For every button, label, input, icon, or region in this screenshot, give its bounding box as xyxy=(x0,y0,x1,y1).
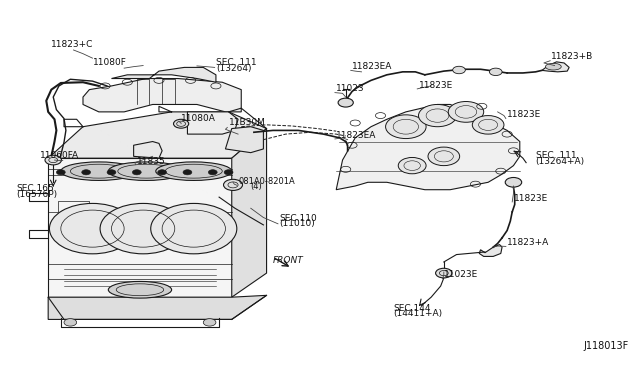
Polygon shape xyxy=(232,129,267,297)
Circle shape xyxy=(428,147,460,166)
Polygon shape xyxy=(479,244,502,256)
Circle shape xyxy=(223,179,243,190)
Circle shape xyxy=(338,98,353,107)
Text: 11823E: 11823E xyxy=(513,194,548,203)
Circle shape xyxy=(100,203,186,254)
Circle shape xyxy=(419,105,456,127)
Circle shape xyxy=(56,170,65,175)
Circle shape xyxy=(173,119,189,128)
Polygon shape xyxy=(336,105,520,190)
Text: (14411+A): (14411+A) xyxy=(393,309,442,318)
Circle shape xyxy=(505,177,522,187)
Text: SEC. 111: SEC. 111 xyxy=(536,151,576,160)
Text: J118013F: J118013F xyxy=(583,341,628,351)
Text: 081A0-8201A: 081A0-8201A xyxy=(238,177,295,186)
Ellipse shape xyxy=(61,162,137,180)
Text: 11B30M: 11B30M xyxy=(228,118,266,127)
Circle shape xyxy=(183,170,192,175)
Text: 11023: 11023 xyxy=(336,84,365,93)
Polygon shape xyxy=(134,141,162,158)
Circle shape xyxy=(107,170,116,175)
Text: 11823+C: 11823+C xyxy=(51,40,93,49)
Circle shape xyxy=(224,170,233,175)
Polygon shape xyxy=(542,62,569,72)
Circle shape xyxy=(209,170,217,175)
Polygon shape xyxy=(48,158,232,297)
Text: 11023E: 11023E xyxy=(444,270,478,279)
Circle shape xyxy=(82,170,91,175)
Text: (16576P): (16576P) xyxy=(17,190,58,199)
Circle shape xyxy=(490,68,502,76)
Circle shape xyxy=(472,116,504,134)
Text: 11823EA: 11823EA xyxy=(352,62,392,71)
Circle shape xyxy=(452,66,465,74)
Ellipse shape xyxy=(156,162,232,180)
Polygon shape xyxy=(225,127,264,153)
Text: (13264): (13264) xyxy=(216,64,252,73)
Text: 11823EA: 11823EA xyxy=(336,131,376,140)
Circle shape xyxy=(45,155,61,165)
Text: SEC.165: SEC.165 xyxy=(17,185,54,193)
Polygon shape xyxy=(188,112,238,134)
Polygon shape xyxy=(48,112,267,158)
Circle shape xyxy=(385,115,426,138)
Circle shape xyxy=(49,203,136,254)
Circle shape xyxy=(398,157,426,174)
Circle shape xyxy=(157,170,166,175)
Ellipse shape xyxy=(108,162,184,180)
Text: 11080F: 11080F xyxy=(93,58,126,67)
Circle shape xyxy=(132,170,141,175)
Text: 11823+A: 11823+A xyxy=(507,238,549,247)
Circle shape xyxy=(448,102,484,122)
Text: 11080A: 11080A xyxy=(181,114,216,123)
Polygon shape xyxy=(48,295,267,320)
Polygon shape xyxy=(111,67,216,82)
Circle shape xyxy=(436,268,452,278)
Circle shape xyxy=(204,319,216,326)
Ellipse shape xyxy=(108,282,172,298)
Text: FRONT: FRONT xyxy=(273,256,303,265)
Polygon shape xyxy=(83,78,241,112)
Text: SEC. 111: SEC. 111 xyxy=(216,58,257,67)
Text: (11010): (11010) xyxy=(279,219,315,228)
Text: 11835: 11835 xyxy=(137,157,166,166)
Text: 11823E: 11823E xyxy=(507,110,541,119)
Text: (4): (4) xyxy=(251,182,262,191)
Circle shape xyxy=(151,203,237,254)
Ellipse shape xyxy=(545,63,561,70)
Text: (13264+A): (13264+A) xyxy=(536,157,585,166)
Text: 11060FA: 11060FA xyxy=(40,151,79,160)
Text: SEC.110: SEC.110 xyxy=(279,214,317,223)
Text: 11823E: 11823E xyxy=(419,81,452,90)
Text: SEC.144: SEC.144 xyxy=(393,304,431,313)
Circle shape xyxy=(64,319,77,326)
Text: 11823+B: 11823+B xyxy=(552,52,594,61)
